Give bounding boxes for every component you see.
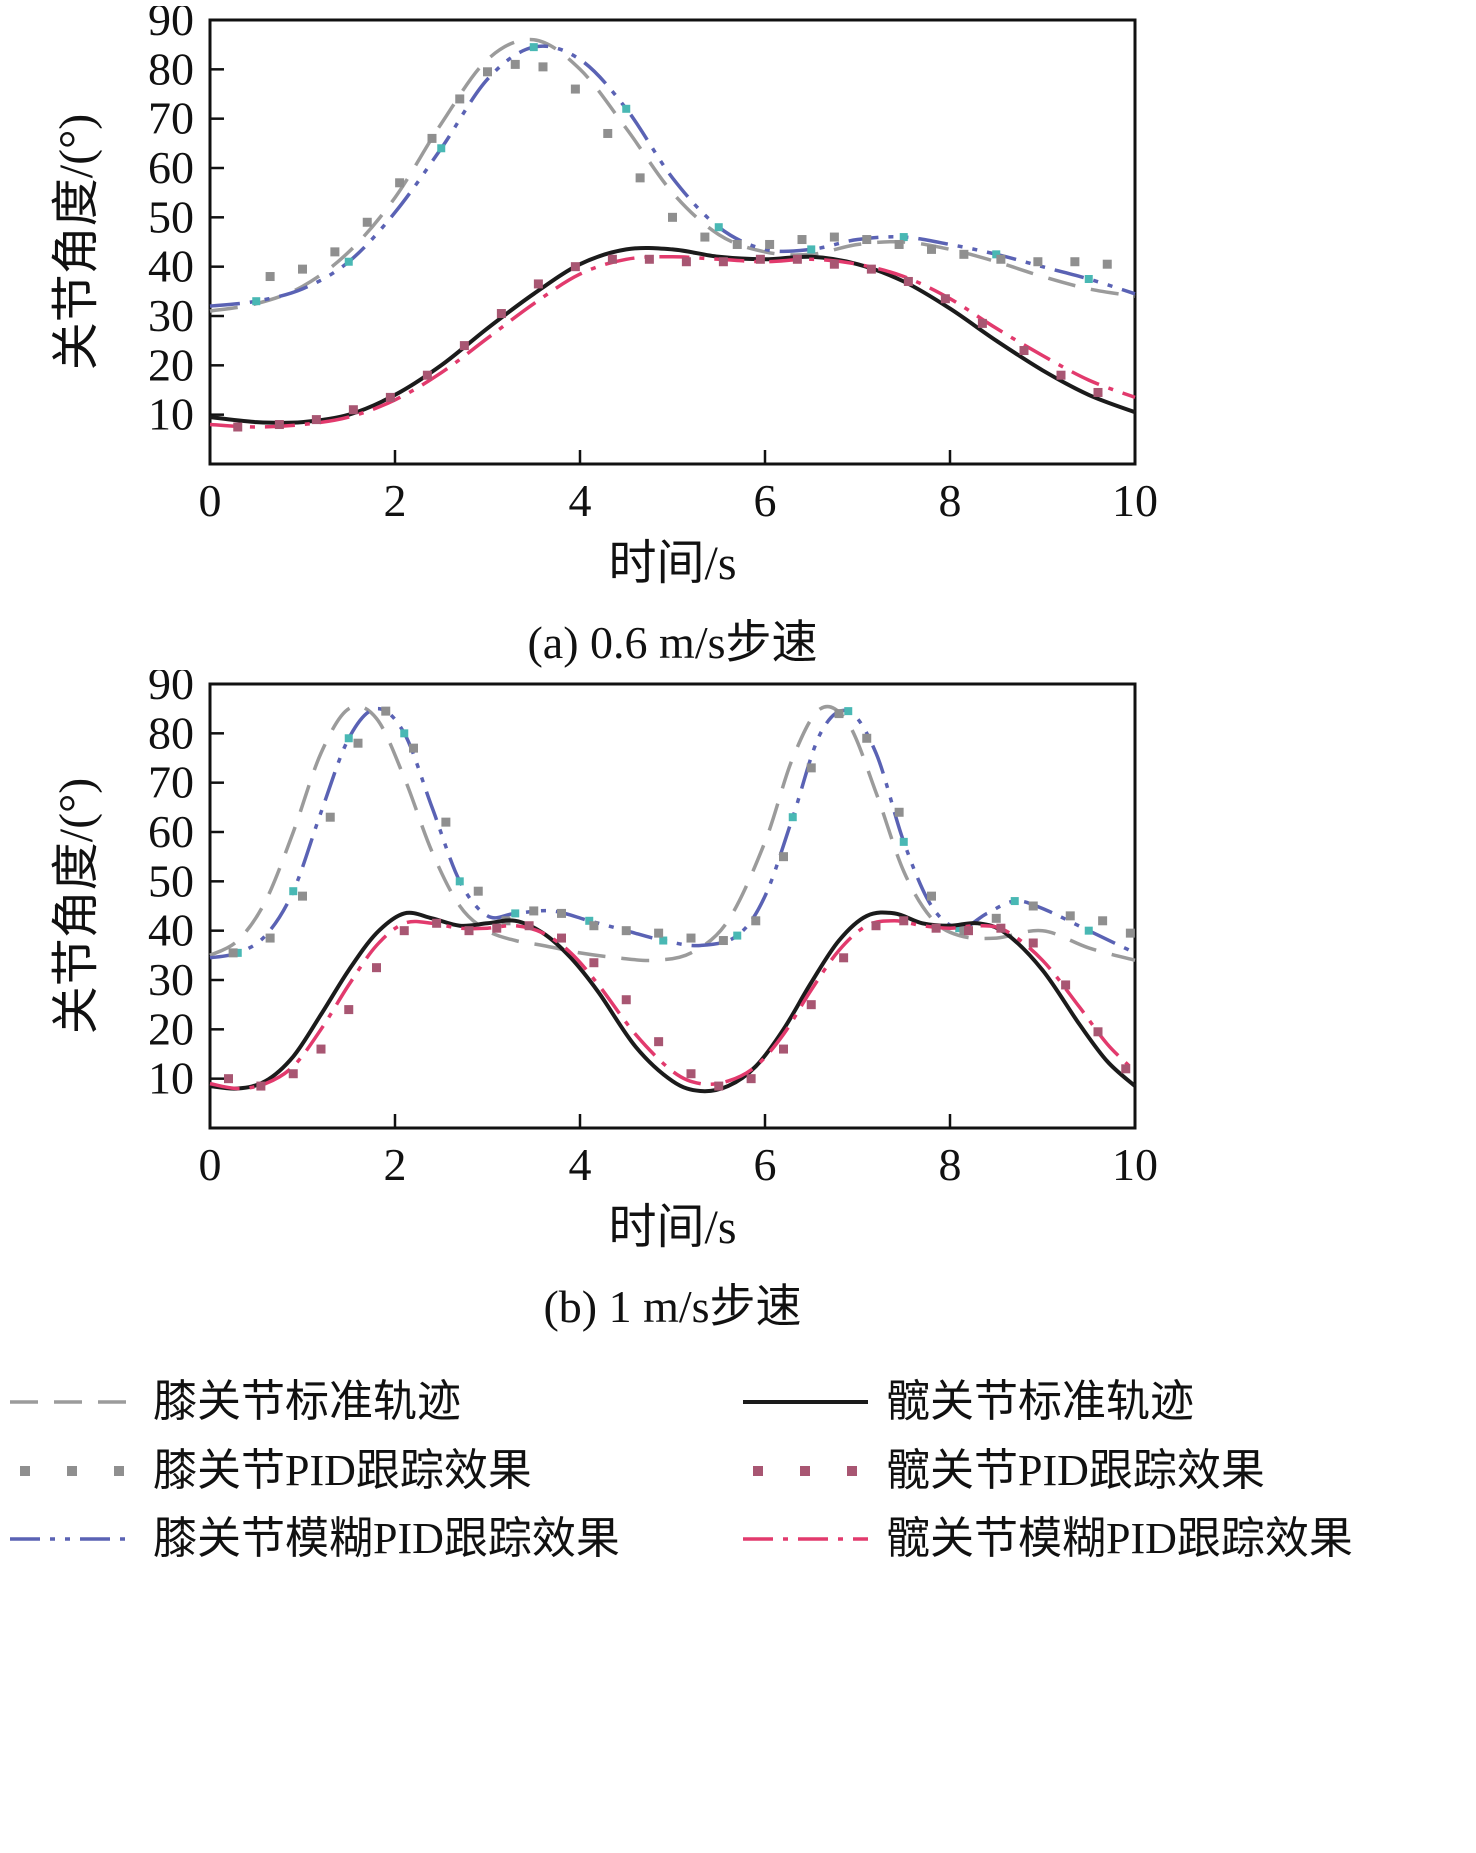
chart-a: 0 2 4 6 8 10 10 20 30 40 50 60 70 80 90 关节角度/(°) 时间/s (… xyxy=(0,6,1476,670)
legend-sample-knee_std xyxy=(10,1400,135,1405)
svg-text:10: 10 xyxy=(148,1053,194,1104)
legend-label: 膝关节PID跟踪效果 xyxy=(153,1445,532,1495)
legend-item: 膝关节PID跟踪效果 xyxy=(10,1445,733,1495)
svg-text:80: 80 xyxy=(148,43,194,94)
legend-label: 髋关节PID跟踪效果 xyxy=(886,1445,1265,1495)
legend-sample-hip_fuzzy xyxy=(743,1537,868,1541)
legend-label: 膝关节标准轨迹 xyxy=(153,1377,461,1427)
legend-label: 髋关节标准轨迹 xyxy=(886,1377,1194,1427)
svg-text:30: 30 xyxy=(148,954,194,1005)
svg-text:10: 10 xyxy=(1112,1139,1158,1190)
legend-sample-hip_std xyxy=(743,1400,868,1405)
svg-text:4: 4 xyxy=(569,475,592,526)
legend-label: 膝关节模糊PID跟踪效果 xyxy=(153,1513,620,1563)
chart-a-caption: (a) 0.6 m/s步速 xyxy=(527,617,818,669)
svg-text:6: 6 xyxy=(754,475,777,526)
legend-sample-knee_fuzzy xyxy=(10,1537,135,1541)
legend-item: 髋关节模糊PID跟踪效果 xyxy=(743,1513,1466,1563)
svg-text:20: 20 xyxy=(148,1003,194,1054)
legend-item: 髋关节PID跟踪效果 xyxy=(743,1445,1466,1495)
svg-text:0: 0 xyxy=(199,475,222,526)
chart-b-caption: (b) 1 m/s步速 xyxy=(543,1281,802,1333)
svg-text:0: 0 xyxy=(199,1139,222,1190)
svg-text:20: 20 xyxy=(148,339,194,390)
svg-text:2: 2 xyxy=(384,1139,407,1190)
chart-b-plot-area: 0 2 4 6 8 10 10 20 30 40 50 60 70 80 90 关节角度/(°) xyxy=(0,670,1476,1190)
figure: 0 2 4 6 8 10 10 20 30 40 50 60 70 80 90 关节角度/(°) 时间/s (… xyxy=(0,6,1476,1778)
chart-b-xlabel: 时间/s xyxy=(608,1201,737,1255)
legend: 膝关节标准轨迹 髋关节标准轨迹膝关节PID跟踪效果 髋关节PID跟踪效果膝关节模糊P… xyxy=(0,1377,1476,1778)
svg-text:40: 40 xyxy=(148,241,194,292)
svg-text:60: 60 xyxy=(148,142,194,193)
svg-text:关节角度/(°): 关节角度/(°) xyxy=(50,114,103,371)
svg-text:2: 2 xyxy=(384,475,407,526)
legend-item: 膝关节模糊PID跟踪效果 xyxy=(10,1513,733,1563)
svg-text:70: 70 xyxy=(148,757,194,808)
svg-text:50: 50 xyxy=(148,855,194,906)
svg-text:80: 80 xyxy=(148,707,194,758)
legend-item: 髋关节标准轨迹 xyxy=(743,1377,1466,1427)
svg-text:10: 10 xyxy=(1112,475,1158,526)
legend-label: 髋关节模糊PID跟踪效果 xyxy=(886,1513,1353,1563)
svg-text:60: 60 xyxy=(148,806,194,857)
chart-a-plot-area: 0 2 4 6 8 10 10 20 30 40 50 60 70 80 90 关节角度/(°) xyxy=(0,6,1476,526)
svg-text:8: 8 xyxy=(939,1139,962,1190)
svg-text:40: 40 xyxy=(148,905,194,956)
svg-text:关节角度/(°): 关节角度/(°) xyxy=(50,778,103,1035)
svg-text:30: 30 xyxy=(148,290,194,341)
svg-text:4: 4 xyxy=(569,1139,592,1190)
svg-text:70: 70 xyxy=(148,93,194,144)
svg-text:6: 6 xyxy=(754,1139,777,1190)
legend-sample-knee_pid xyxy=(20,1465,124,1476)
svg-text:50: 50 xyxy=(148,191,194,242)
legend-sample-hip_pid xyxy=(753,1465,857,1476)
svg-text:8: 8 xyxy=(939,475,962,526)
svg-text:90: 90 xyxy=(148,670,194,709)
svg-text:90: 90 xyxy=(148,6,194,45)
legend-item: 膝关节标准轨迹 xyxy=(10,1377,733,1427)
svg-text:10: 10 xyxy=(148,389,194,440)
chart-b: 0 2 4 6 8 10 10 20 30 40 50 60 70 80 90 关节角度/(°) 时间/s (… xyxy=(0,670,1476,1334)
chart-a-xlabel: 时间/s xyxy=(608,537,737,590)
